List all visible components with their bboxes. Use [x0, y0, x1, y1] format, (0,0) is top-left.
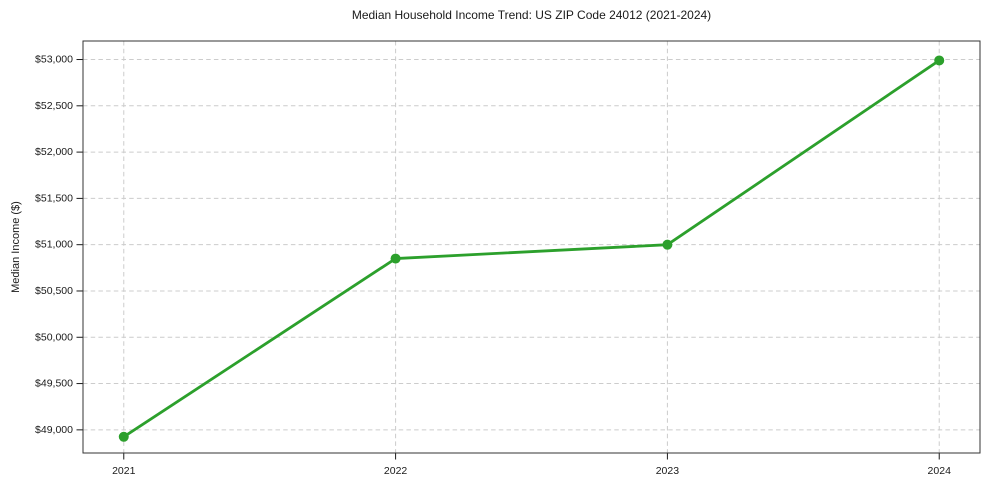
y-tick-label: $53,000: [35, 54, 73, 66]
y-tick-label: $50,500: [35, 285, 73, 297]
y-tick-label: $50,000: [35, 331, 73, 343]
y-tick-label: $52,500: [35, 100, 73, 112]
data-point-marker: [662, 239, 673, 250]
y-tick-label: $51,000: [35, 239, 73, 251]
y-tick-label: $51,500: [35, 192, 73, 204]
x-tick-label: 2024: [928, 465, 952, 477]
x-tick-label: 2021: [112, 465, 136, 477]
plot-border: [82, 40, 981, 454]
x-tick-label: 2023: [656, 465, 680, 477]
series-line: [122, 59, 941, 439]
data-point-marker: [118, 431, 129, 442]
y-tick-label: $49,500: [35, 378, 73, 390]
chart-title: Median Household Income Trend: US ZIP Co…: [351, 8, 712, 22]
x-tick-label: 2022: [384, 465, 408, 477]
y-tick-label: $52,000: [35, 146, 73, 158]
data-point-marker: [390, 253, 401, 264]
y-tick-label: $49,000: [35, 424, 73, 436]
data-point-marker: [934, 55, 945, 66]
